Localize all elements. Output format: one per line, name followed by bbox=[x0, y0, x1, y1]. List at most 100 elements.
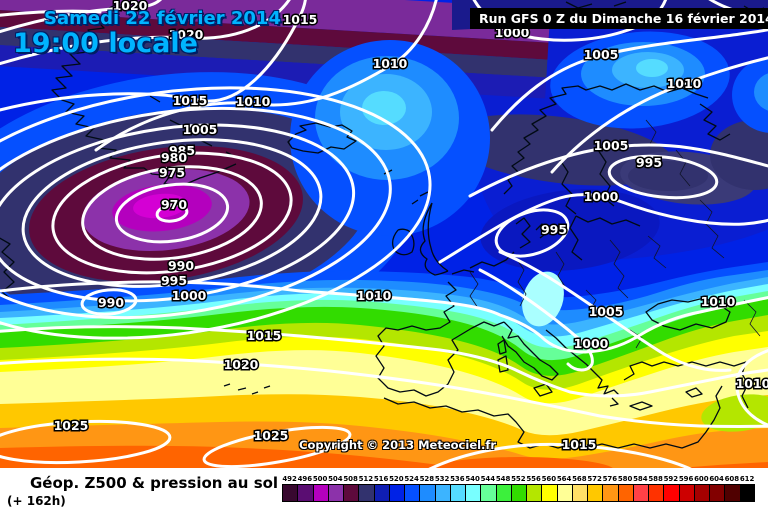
pressure-label: 1000 bbox=[574, 336, 609, 351]
colorbar-value: 576 bbox=[602, 475, 618, 483]
colorbar-value: 528 bbox=[419, 475, 435, 483]
pressure-label: 1020 bbox=[113, 0, 148, 13]
colorbar-cell: 524 bbox=[404, 474, 420, 502]
colorbar-cell: 576 bbox=[602, 474, 618, 502]
colorbar-swatch bbox=[449, 484, 465, 502]
colorbar-swatch bbox=[693, 484, 709, 502]
colorbar-value: 560 bbox=[541, 475, 557, 483]
colorbar-swatch bbox=[312, 484, 328, 502]
colorbar-swatch bbox=[739, 484, 755, 502]
pressure-label: 1010 bbox=[736, 376, 768, 391]
colorbar-swatch bbox=[587, 484, 603, 502]
colorbar-cell: 584 bbox=[632, 474, 648, 502]
z500-pressure-map: 1020 1020 1015 1010 1000 1005 1010 1015 1010 1005… bbox=[0, 0, 768, 468]
colorbar-cell: 492 bbox=[282, 474, 298, 502]
colorbar-value: 608 bbox=[724, 475, 740, 483]
model-run-bar: Run GFS 0 Z du Dimanche 16 février 2014 bbox=[470, 8, 768, 29]
colorbar-value: 496 bbox=[297, 475, 313, 483]
pressure-label: 1005 bbox=[594, 138, 629, 153]
colorbar-cell: 564 bbox=[556, 474, 572, 502]
colorbar-value: 548 bbox=[495, 475, 511, 483]
colorbar-cell: 596 bbox=[678, 474, 694, 502]
colorbar-cell: 568 bbox=[571, 474, 587, 502]
pressure-label: 1010 bbox=[373, 56, 408, 71]
pressure-label: 1015 bbox=[283, 12, 318, 27]
colorbar-value: 584 bbox=[633, 475, 648, 483]
colorbar-cell: 500 bbox=[312, 474, 328, 502]
copyright-label: Copyright © 2013 Meteociel.fr bbox=[299, 438, 497, 452]
colorbar-value: 580 bbox=[617, 475, 633, 483]
map-area: 1020 1020 1015 1010 1000 1005 1010 1015 1010 1005… bbox=[0, 0, 768, 468]
colorbar-cell: 600 bbox=[693, 474, 709, 502]
colorbar-swatch bbox=[571, 484, 587, 502]
colorbar-value: 592 bbox=[663, 475, 679, 483]
pressure-label: 1010 bbox=[701, 294, 736, 309]
colorbar-swatch bbox=[388, 484, 404, 502]
colorbar-cell: 560 bbox=[541, 474, 557, 502]
colorbar-value: 508 bbox=[343, 475, 358, 483]
local-time-label: 19:00 locale bbox=[13, 28, 198, 59]
colorbar-cell: 612 bbox=[739, 474, 755, 502]
colorbar-value: 516 bbox=[373, 475, 389, 483]
colorbar-cell: 588 bbox=[648, 474, 664, 502]
pressure-label: 1005 bbox=[584, 47, 619, 62]
colorbar-swatch bbox=[541, 484, 557, 502]
colorbar-value: 504 bbox=[328, 475, 343, 483]
pressure-labels-layer: 1020 1020 1015 1010 1000 1005 1010 1015 1010 1005… bbox=[52, 0, 768, 454]
z500-field bbox=[0, 0, 768, 468]
colorbar-value: 600 bbox=[694, 475, 709, 483]
colorbar-cell: 556 bbox=[526, 474, 542, 502]
colorbar-value: 492 bbox=[282, 475, 297, 483]
colorbar-value: 588 bbox=[648, 475, 663, 483]
forecast-step-label: (+ 162h) bbox=[7, 494, 66, 508]
colorbar-swatch bbox=[678, 484, 694, 502]
colorbar-value: 604 bbox=[709, 475, 724, 483]
pressure-label: 1015 bbox=[247, 328, 282, 343]
colorbar-cell: 520 bbox=[388, 474, 404, 502]
colorbar-value: 532 bbox=[434, 475, 450, 483]
colorbar-value: 540 bbox=[465, 475, 480, 483]
colorbar-cell: 528 bbox=[419, 474, 435, 502]
colorbar-swatch bbox=[602, 484, 618, 502]
pressure-label: 1010 bbox=[357, 288, 392, 303]
colorbar-swatch bbox=[419, 484, 435, 502]
colorbar-cell: 572 bbox=[587, 474, 603, 502]
pressure-label: 1020 bbox=[224, 357, 259, 372]
colorbar-swatch bbox=[282, 484, 298, 502]
pressure-label: 1010 bbox=[236, 94, 271, 109]
colorbar-cell: 548 bbox=[495, 474, 511, 502]
colorbar-value: 512 bbox=[358, 475, 374, 483]
colorbar-value: 536 bbox=[450, 475, 465, 483]
colorbar-value: 568 bbox=[572, 475, 587, 483]
colorbar-swatch bbox=[327, 484, 343, 502]
colorbar-value: 552 bbox=[511, 475, 526, 483]
colorbar-cell: 504 bbox=[327, 474, 343, 502]
pressure-label: 990 bbox=[98, 295, 124, 310]
colorbar-cell: 496 bbox=[297, 474, 313, 502]
colorbar-cell: 580 bbox=[617, 474, 633, 502]
isobars bbox=[0, 0, 768, 468]
colorbar-swatch bbox=[404, 484, 420, 502]
colorbar-cell: 512 bbox=[358, 474, 374, 502]
colorbar-swatch bbox=[556, 484, 572, 502]
pressure-label: 1005 bbox=[589, 304, 624, 319]
colorbar-swatch bbox=[617, 484, 633, 502]
colorbar-swatch bbox=[373, 484, 389, 502]
colorbar-swatch bbox=[297, 484, 313, 502]
pressure-label: 990 bbox=[168, 258, 194, 273]
pressure-label: 1025 bbox=[54, 418, 89, 433]
colorbar-swatch bbox=[358, 484, 374, 502]
pressure-label: 1025 bbox=[254, 428, 289, 443]
colorbar-swatch bbox=[632, 484, 648, 502]
pressure-label: 1005 bbox=[183, 122, 218, 137]
colorbar-swatch bbox=[495, 484, 511, 502]
colorbar-cell: 516 bbox=[373, 474, 389, 502]
colorbar-swatch bbox=[480, 484, 496, 502]
colorbar-swatch bbox=[434, 484, 450, 502]
colorbar-swatch bbox=[724, 484, 740, 502]
pressure-label: 1010 bbox=[667, 76, 702, 91]
pressure-label: 1015 bbox=[173, 93, 208, 108]
pressure-label: 980 bbox=[161, 150, 187, 165]
colorbar-cell: 544 bbox=[480, 474, 496, 502]
